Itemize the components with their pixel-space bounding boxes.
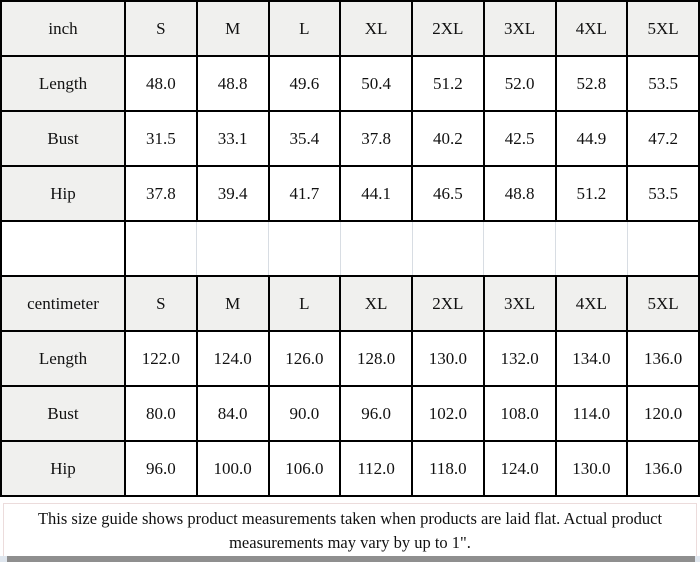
value-cell: 33.1 xyxy=(195,110,270,167)
value-cell: 122.0 xyxy=(124,330,198,387)
spacer-row xyxy=(0,220,700,277)
size-header-cell: XL xyxy=(339,275,413,332)
size-header-cell: M xyxy=(195,275,270,332)
value-cell: 100.0 xyxy=(195,440,270,497)
value-cell: 47.2 xyxy=(626,110,700,167)
value-cell: 46.5 xyxy=(411,165,485,222)
value-cell: 130.0 xyxy=(554,440,629,497)
inch-bust-row: Bust 31.5 33.1 35.4 37.8 40.2 42.5 44.9 … xyxy=(0,110,700,167)
value-cell: 52.8 xyxy=(554,55,629,112)
size-header-cell: 3XL xyxy=(482,0,557,57)
value-cell: 118.0 xyxy=(411,440,485,497)
spacer-cell xyxy=(411,220,485,277)
size-header-cell: 4XL xyxy=(554,275,629,332)
size-guide-table: inch S M L XL 2XL 3XL 4XL 5XL Length 48.… xyxy=(0,0,700,497)
cm-header-row: centimeter S M L XL 2XL 3XL 4XL 5XL xyxy=(0,275,700,332)
horizontal-scrollbar[interactable] xyxy=(0,556,700,562)
value-cell: 37.8 xyxy=(339,110,413,167)
value-cell: 44.9 xyxy=(554,110,629,167)
value-cell: 90.0 xyxy=(267,385,342,442)
value-cell: 124.0 xyxy=(195,330,270,387)
size-header-cell: S xyxy=(124,275,198,332)
value-cell: 51.2 xyxy=(554,165,629,222)
value-cell: 39.4 xyxy=(195,165,270,222)
value-cell: 50.4 xyxy=(339,55,413,112)
size-guide-disclaimer: This size guide shows product measuremen… xyxy=(3,503,697,559)
value-cell: 80.0 xyxy=(124,385,198,442)
row-label-cell: Length xyxy=(0,55,126,112)
value-cell: 53.5 xyxy=(626,165,700,222)
size-header-cell: XL xyxy=(339,0,413,57)
size-header-cell: 2XL xyxy=(411,0,485,57)
value-cell: 52.0 xyxy=(482,55,557,112)
spacer-cell xyxy=(124,220,198,277)
size-header-cell: L xyxy=(267,0,342,57)
value-cell: 48.8 xyxy=(195,55,270,112)
value-cell: 48.8 xyxy=(482,165,557,222)
value-cell: 96.0 xyxy=(124,440,198,497)
value-cell: 124.0 xyxy=(482,440,557,497)
inch-header-row: inch S M L XL 2XL 3XL 4XL 5XL xyxy=(0,0,700,57)
value-cell: 136.0 xyxy=(626,440,700,497)
spacer-cell xyxy=(555,220,628,277)
size-header-cell: 4XL xyxy=(554,0,629,57)
value-cell: 134.0 xyxy=(554,330,629,387)
spacer-cell xyxy=(196,220,269,277)
size-header-cell: 5XL xyxy=(626,0,700,57)
value-cell: 31.5 xyxy=(124,110,198,167)
inch-hip-row: Hip 37.8 39.4 41.7 44.1 46.5 48.8 51.2 5… xyxy=(0,165,700,222)
value-cell: 42.5 xyxy=(482,110,557,167)
value-cell: 96.0 xyxy=(339,385,413,442)
value-cell: 51.2 xyxy=(411,55,485,112)
value-cell: 84.0 xyxy=(195,385,270,442)
cm-hip-row: Hip 96.0 100.0 106.0 112.0 118.0 124.0 1… xyxy=(0,440,700,497)
spacer-cell xyxy=(483,220,556,277)
value-cell: 40.2 xyxy=(411,110,485,167)
size-header-cell: 3XL xyxy=(482,275,557,332)
value-cell: 53.5 xyxy=(626,55,700,112)
value-cell: 106.0 xyxy=(267,440,342,497)
value-cell: 48.0 xyxy=(124,55,198,112)
value-cell: 49.6 xyxy=(267,55,342,112)
value-cell: 130.0 xyxy=(411,330,485,387)
row-label-cell: Hip xyxy=(0,440,126,497)
spacer-cell xyxy=(339,220,413,277)
value-cell: 114.0 xyxy=(554,385,629,442)
size-header-cell: S xyxy=(124,0,198,57)
scrollbar-thumb[interactable] xyxy=(7,556,695,562)
unit-header-cell: centimeter xyxy=(0,275,126,332)
value-cell: 128.0 xyxy=(339,330,413,387)
size-header-cell: M xyxy=(195,0,270,57)
unit-header-cell: inch xyxy=(0,0,126,57)
value-cell: 44.1 xyxy=(339,165,413,222)
value-cell: 37.8 xyxy=(124,165,198,222)
value-cell: 108.0 xyxy=(482,385,557,442)
size-header-cell: 2XL xyxy=(411,275,485,332)
value-cell: 41.7 xyxy=(267,165,342,222)
row-label-cell: Bust xyxy=(0,110,126,167)
value-cell: 35.4 xyxy=(267,110,342,167)
value-cell: 126.0 xyxy=(267,330,342,387)
size-header-cell: L xyxy=(267,275,342,332)
row-label-cell: Hip xyxy=(0,165,126,222)
row-label-cell: Bust xyxy=(0,385,126,442)
spacer-cell xyxy=(268,220,341,277)
inch-length-row: Length 48.0 48.8 49.6 50.4 51.2 52.0 52.… xyxy=(0,55,700,112)
spacer-cell xyxy=(626,220,700,277)
value-cell: 132.0 xyxy=(482,330,557,387)
cm-length-row: Length 122.0 124.0 126.0 128.0 130.0 132… xyxy=(0,330,700,387)
value-cell: 112.0 xyxy=(339,440,413,497)
value-cell: 102.0 xyxy=(411,385,485,442)
size-header-cell: 5XL xyxy=(626,275,700,332)
value-cell: 136.0 xyxy=(626,330,700,387)
cm-bust-row: Bust 80.0 84.0 90.0 96.0 102.0 108.0 114… xyxy=(0,385,700,442)
disclaimer-text: This size guide shows product measuremen… xyxy=(37,509,663,552)
value-cell: 120.0 xyxy=(626,385,700,442)
spacer-cell xyxy=(0,220,126,277)
row-label-cell: Length xyxy=(0,330,126,387)
